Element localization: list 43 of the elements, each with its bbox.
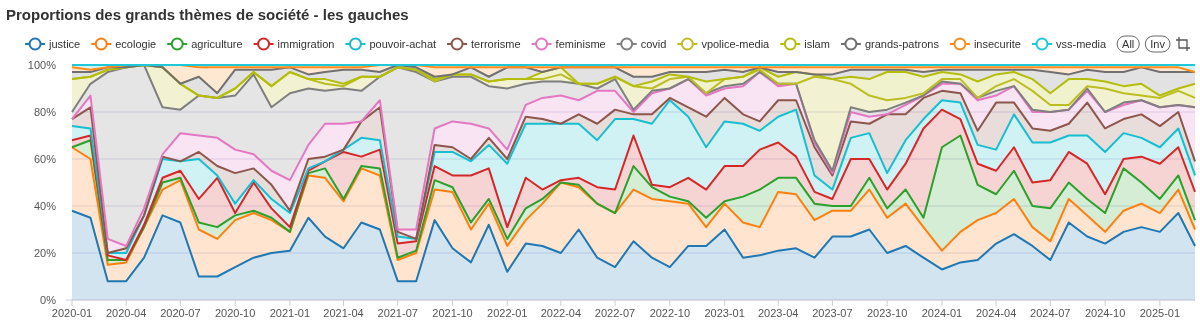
legend-label: immigration	[277, 38, 335, 50]
y-tick-label: 0%	[40, 294, 57, 306]
legend-label: insecurite	[973, 38, 1021, 50]
x-tick-label: 2024-01	[921, 307, 963, 319]
legend-label: vss-media	[1055, 38, 1107, 50]
legend-label: terrorisme	[471, 38, 521, 50]
legend-label: feminisme	[555, 38, 606, 50]
x-tick-label: 2023-07	[812, 307, 853, 319]
x-tick-label: 2020-07	[160, 307, 201, 319]
toggle-button: All	[1116, 35, 1140, 53]
chart-title: Proportions des grands thèmes de société - les gauches	[6, 6, 409, 23]
x-tick-label: 2022-07	[594, 307, 636, 319]
x-tick-label: 2023-10	[866, 307, 908, 319]
x-tick-label: 2024-10	[1084, 307, 1126, 319]
legend-label: grands-patrons	[864, 38, 940, 50]
x-tick-label: 2022-01	[487, 307, 528, 319]
y-tick-label: 20%	[33, 247, 57, 259]
x-tick-label: 2024-07	[1030, 307, 1071, 319]
y-tick-label: 80%	[33, 106, 57, 118]
legend-label: pouvoir-achat	[369, 38, 437, 50]
y-tick-label: 40%	[33, 200, 57, 212]
x-tick-label: 2020-10	[214, 307, 256, 319]
x-tick-label: 2023-04	[758, 307, 799, 319]
x-tick-label: 2021-01	[269, 307, 311, 319]
x-tick-label: 2025-01	[1139, 307, 1181, 319]
legend-label: covid	[640, 38, 667, 50]
x-tick-label: 2023-01	[704, 307, 745, 319]
y-tick-label: 100%	[27, 59, 57, 71]
legend-label: agriculture	[191, 38, 243, 50]
x-tick-label: 2020-04	[106, 307, 147, 319]
x-tick-label: 2022-10	[649, 307, 691, 319]
y-tick-label: 60%	[33, 153, 57, 165]
legend-label: justice	[48, 38, 81, 50]
x-tick-label: 2021-04	[323, 307, 364, 319]
x-tick-label: 2021-10	[432, 307, 473, 319]
toggle-button: Inv	[1144, 35, 1171, 53]
legend-label: vpolice-media	[701, 38, 771, 50]
x-tick-label: 2024-04	[975, 307, 1017, 319]
x-tick-label: 2020-01	[51, 307, 93, 319]
x-tick-label: 2021-07	[377, 307, 418, 319]
legend-label: islam	[804, 38, 830, 50]
legend-label: ecologie	[115, 38, 157, 50]
x-tick-label: 2022-04	[540, 307, 582, 319]
